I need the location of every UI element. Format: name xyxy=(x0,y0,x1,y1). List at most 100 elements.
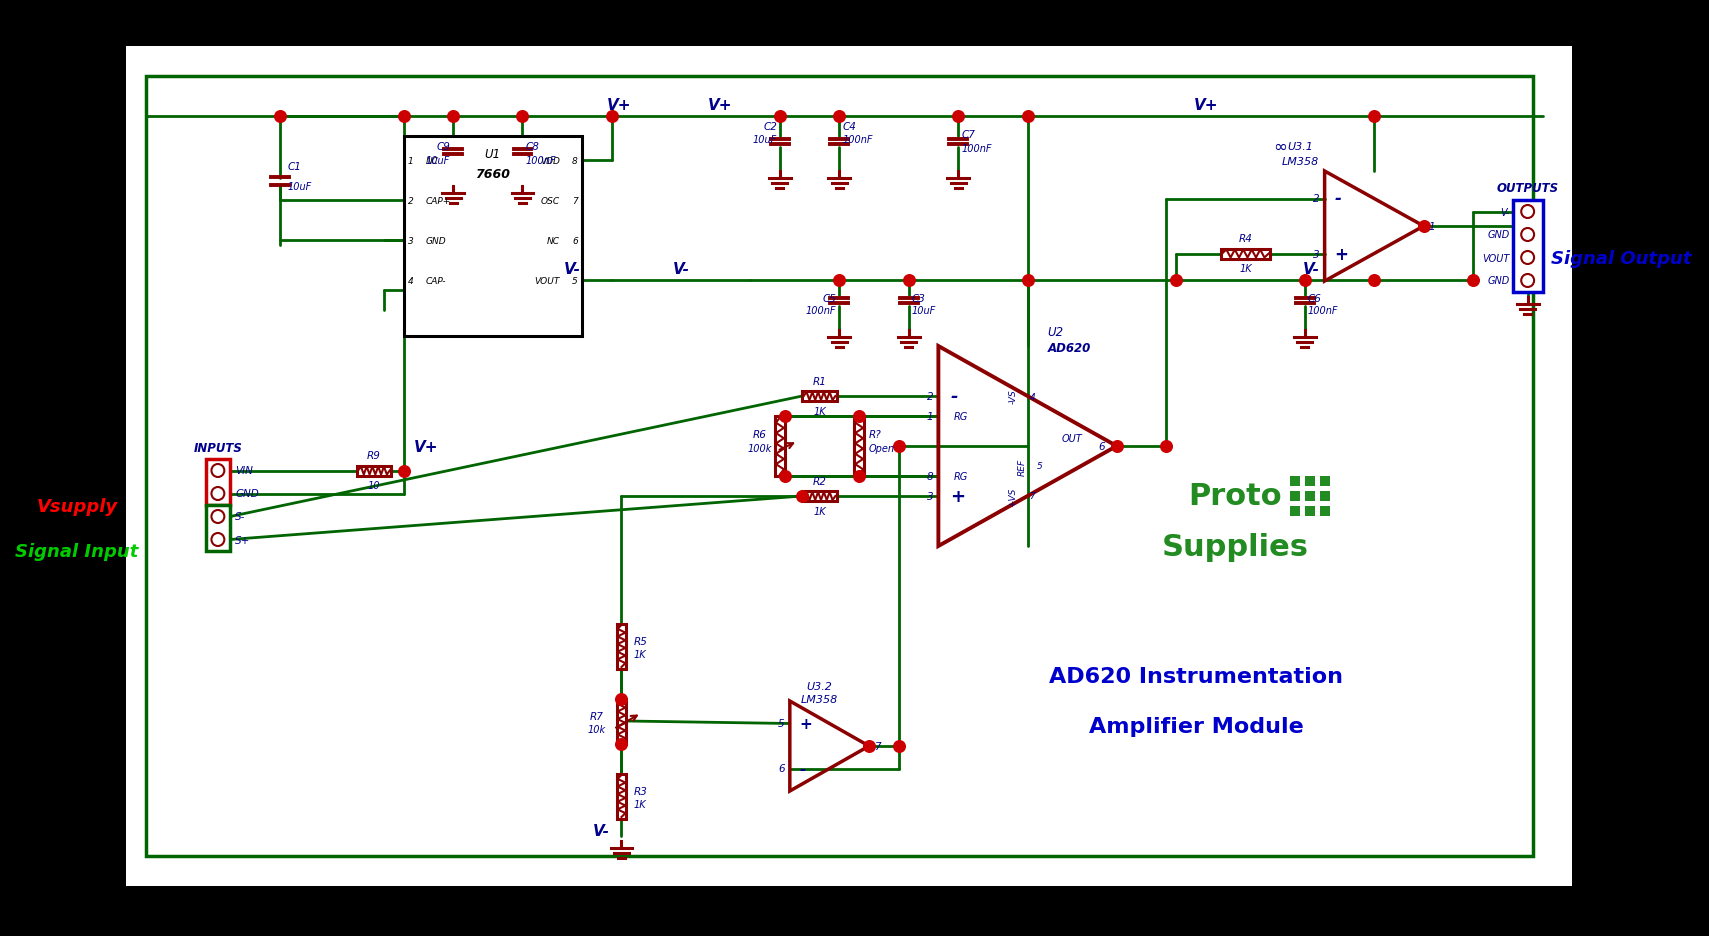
Point xyxy=(788,489,815,504)
Text: 5: 5 xyxy=(573,276,578,285)
Text: S+: S+ xyxy=(236,535,251,545)
Text: -: - xyxy=(800,761,807,776)
Text: R9: R9 xyxy=(367,451,381,461)
Text: C3: C3 xyxy=(911,294,926,303)
Bar xyxy=(145,77,1533,856)
Point xyxy=(825,273,853,288)
Bar xyxy=(617,774,627,819)
Bar xyxy=(1304,506,1314,517)
Circle shape xyxy=(1521,206,1535,219)
Text: 8: 8 xyxy=(926,472,933,481)
Text: 100k: 100k xyxy=(749,444,772,454)
Bar xyxy=(1512,201,1543,293)
Text: GND: GND xyxy=(426,236,446,245)
Text: 100nF: 100nF xyxy=(807,306,836,315)
Text: Amplifier Module: Amplifier Module xyxy=(1089,716,1304,737)
Bar xyxy=(1290,506,1301,517)
Text: CAP+: CAP+ xyxy=(426,197,451,205)
Point xyxy=(1013,273,1041,288)
Text: C4: C4 xyxy=(843,122,856,132)
Bar xyxy=(1290,491,1301,502)
Point xyxy=(608,737,636,752)
Text: C7: C7 xyxy=(960,130,976,139)
Text: 7: 7 xyxy=(1029,492,1036,501)
Point xyxy=(1459,273,1487,288)
Text: AD620: AD620 xyxy=(1048,343,1090,355)
Text: C5: C5 xyxy=(822,294,836,303)
Text: 2: 2 xyxy=(926,391,933,402)
Text: AD620 Instrumentation: AD620 Instrumentation xyxy=(1049,666,1343,686)
Text: 100nF: 100nF xyxy=(1307,306,1338,315)
Bar xyxy=(854,417,865,476)
Text: LM358: LM358 xyxy=(802,695,837,704)
Text: 10k: 10k xyxy=(588,724,605,734)
Text: 10uF: 10uF xyxy=(911,306,937,315)
Text: 1: 1 xyxy=(407,156,414,166)
Text: 100nF: 100nF xyxy=(525,155,555,166)
Bar xyxy=(802,491,837,502)
Text: V+: V+ xyxy=(708,97,733,112)
Text: RG: RG xyxy=(954,412,967,421)
Text: OSC: OSC xyxy=(542,197,561,205)
Text: 2: 2 xyxy=(407,197,414,205)
Bar xyxy=(1220,249,1270,259)
Text: 3: 3 xyxy=(1313,249,1319,259)
Text: +VS: +VS xyxy=(1008,487,1017,506)
Text: R4: R4 xyxy=(1239,234,1253,244)
Text: -: - xyxy=(950,388,957,405)
Text: LM358: LM358 xyxy=(1282,157,1318,167)
Text: VOUT: VOUT xyxy=(535,276,561,285)
Text: 8: 8 xyxy=(573,156,578,166)
Text: GND: GND xyxy=(1487,230,1509,241)
Text: +: + xyxy=(950,488,966,505)
Text: C1: C1 xyxy=(287,161,301,171)
Bar xyxy=(1304,491,1314,502)
Point xyxy=(267,110,294,124)
Circle shape xyxy=(1521,228,1535,241)
Text: 2: 2 xyxy=(1313,195,1319,204)
Text: 6: 6 xyxy=(778,764,784,774)
Text: R1: R1 xyxy=(812,376,827,387)
Text: NC: NC xyxy=(426,156,439,166)
Point xyxy=(846,469,873,484)
Text: C6: C6 xyxy=(1307,294,1321,303)
Text: 6: 6 xyxy=(1099,442,1106,451)
Point xyxy=(1162,273,1189,288)
Text: 100nF: 100nF xyxy=(960,144,991,154)
Text: ∞: ∞ xyxy=(1273,138,1287,155)
Text: +: + xyxy=(1335,245,1348,263)
Text: 5: 5 xyxy=(1037,462,1042,471)
Text: U2: U2 xyxy=(1048,325,1063,338)
Text: U1: U1 xyxy=(485,148,501,161)
Text: 1K: 1K xyxy=(1239,264,1251,274)
Text: VIN: VIN xyxy=(236,466,253,476)
Point xyxy=(856,739,884,753)
Text: GND: GND xyxy=(1487,276,1509,286)
Text: 10: 10 xyxy=(367,481,379,491)
Text: GND: GND xyxy=(236,489,260,499)
Text: 10uF: 10uF xyxy=(426,155,449,166)
Text: 1K: 1K xyxy=(813,506,825,517)
Point xyxy=(896,273,923,288)
Text: R2: R2 xyxy=(812,476,827,487)
Point xyxy=(771,409,798,424)
Point xyxy=(1013,110,1041,124)
Text: R3: R3 xyxy=(634,786,648,797)
Point xyxy=(1290,273,1318,288)
Point xyxy=(771,469,798,484)
Text: 4: 4 xyxy=(1029,392,1036,401)
Text: VDD: VDD xyxy=(540,156,561,166)
Text: INPUTS: INPUTS xyxy=(193,442,243,455)
Text: 7: 7 xyxy=(573,197,578,205)
Text: 4: 4 xyxy=(407,276,414,285)
Bar xyxy=(1319,506,1330,517)
Bar xyxy=(1319,476,1330,487)
Point xyxy=(509,110,537,124)
Point xyxy=(598,110,625,124)
Text: 10uF: 10uF xyxy=(752,135,778,145)
Text: S-: S- xyxy=(236,512,246,522)
Bar xyxy=(357,466,391,476)
Text: U3.1: U3.1 xyxy=(1287,142,1313,152)
Bar xyxy=(802,391,837,402)
Circle shape xyxy=(212,464,224,477)
